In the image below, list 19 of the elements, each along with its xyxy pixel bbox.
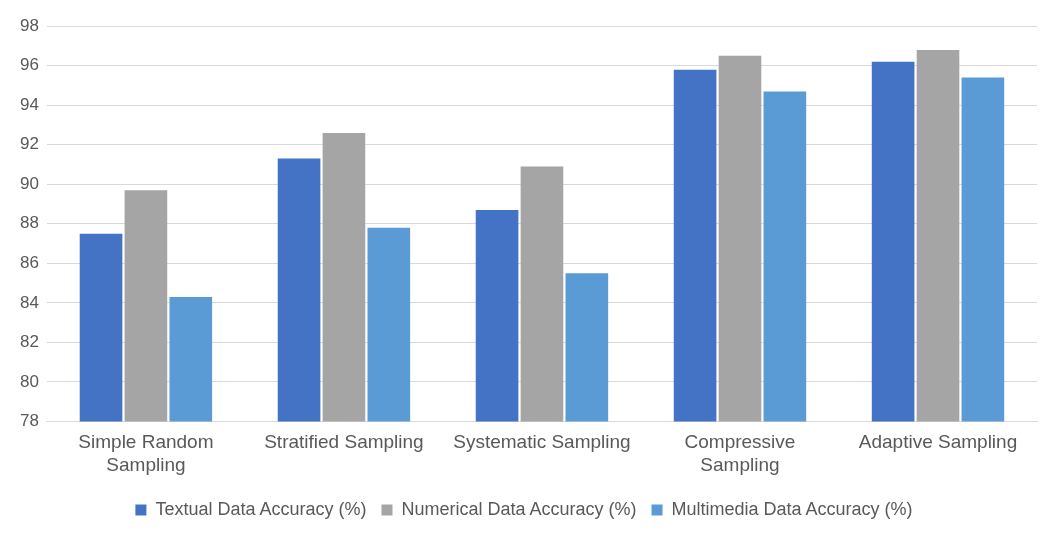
legend-label: Numerical Data Accuracy (%) xyxy=(401,498,637,519)
y-tick-label: 78 xyxy=(19,411,39,431)
x-tick-label: Adaptive Sampling xyxy=(858,431,1018,453)
y-tick-label: 94 xyxy=(19,94,39,114)
y-tick-label: 84 xyxy=(19,292,39,312)
y-tick-label: 98 xyxy=(19,15,39,35)
y-tick-label: 80 xyxy=(19,371,39,391)
x-tick-label: Stratified Sampling xyxy=(264,431,424,453)
x-tick-label: Systematic Sampling xyxy=(453,431,631,453)
legend-label: Multimedia Data Accuracy (%) xyxy=(671,498,913,519)
x-tick-label: Simple Random Sampling xyxy=(78,431,214,475)
y-tick-label: 86 xyxy=(19,253,39,273)
y-tick-label: 90 xyxy=(19,173,39,193)
y-tick-label: 92 xyxy=(19,134,39,154)
legend-label: Textual Data Accuracy (%) xyxy=(155,498,367,519)
x-tick-label: Compressive Sampling xyxy=(684,431,796,475)
y-tick-label: 82 xyxy=(19,332,39,352)
y-tick-label: 96 xyxy=(19,55,39,75)
y-tick-label: 88 xyxy=(19,213,39,233)
